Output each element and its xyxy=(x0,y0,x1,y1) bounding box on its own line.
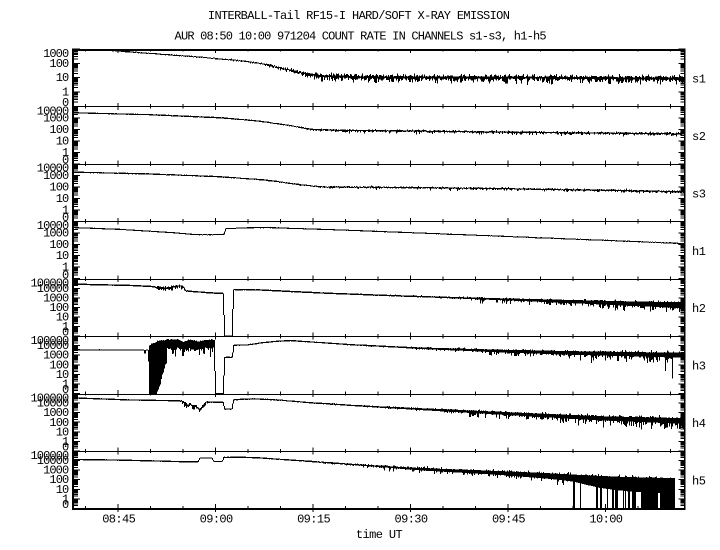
svg-text:10: 10 xyxy=(56,310,69,324)
svg-text:10000: 10000 xyxy=(37,339,69,353)
svg-text:10000: 10000 xyxy=(37,104,69,118)
svg-text:0: 0 xyxy=(62,96,69,110)
svg-text:h1: h1 xyxy=(692,245,706,259)
svg-text:09:45: 09:45 xyxy=(492,512,525,526)
svg-text:10000: 10000 xyxy=(37,282,69,296)
svg-text:100000: 100000 xyxy=(30,334,69,348)
svg-text:time UT: time UT xyxy=(356,528,403,542)
svg-text:100000: 100000 xyxy=(30,391,69,405)
svg-text:s1: s1 xyxy=(692,73,706,87)
svg-text:100: 100 xyxy=(49,416,69,430)
svg-text:10000: 10000 xyxy=(37,162,69,176)
svg-text:0: 0 xyxy=(62,383,69,397)
svg-text:1: 1 xyxy=(62,435,69,449)
svg-text:0: 0 xyxy=(62,441,69,455)
svg-text:100000: 100000 xyxy=(30,277,69,291)
svg-text:0: 0 xyxy=(62,211,69,225)
svg-text:100: 100 xyxy=(49,358,69,372)
svg-text:1: 1 xyxy=(62,261,69,275)
svg-text:09:15: 09:15 xyxy=(297,512,330,526)
svg-text:10000: 10000 xyxy=(37,219,69,233)
svg-text:1000: 1000 xyxy=(43,349,69,363)
svg-text:1000: 1000 xyxy=(43,464,69,478)
svg-text:100: 100 xyxy=(49,238,69,252)
svg-text:s3: s3 xyxy=(692,187,706,201)
svg-text:INTERBALL-Tail RF15-I HARD/SOF: INTERBALL-Tail RF15-I HARD/SOFT X-RAY EM… xyxy=(208,9,510,23)
svg-text:09:00: 09:00 xyxy=(200,512,233,526)
svg-text:10: 10 xyxy=(56,192,69,206)
svg-text:09:30: 09:30 xyxy=(395,512,428,526)
svg-text:10: 10 xyxy=(56,249,69,263)
svg-text:0: 0 xyxy=(62,326,69,340)
svg-text:AUR 08:50 10:00 971204 COUNT: AUR 08:50 10:00 971204 COUNT RATE IN CHA… xyxy=(175,29,547,43)
svg-text:1: 1 xyxy=(62,377,69,391)
svg-text:100000: 100000 xyxy=(30,449,69,463)
svg-text:10: 10 xyxy=(56,425,69,439)
svg-text:1: 1 xyxy=(62,146,69,160)
svg-text:0: 0 xyxy=(62,498,69,512)
svg-text:10: 10 xyxy=(56,483,69,497)
svg-text:0: 0 xyxy=(62,153,69,167)
svg-text:10000: 10000 xyxy=(37,454,69,468)
svg-text:08:45: 08:45 xyxy=(102,512,135,526)
svg-text:100: 100 xyxy=(49,473,69,487)
svg-text:1000: 1000 xyxy=(43,169,69,183)
svg-text:100: 100 xyxy=(49,301,69,315)
svg-text:1000: 1000 xyxy=(43,226,69,240)
svg-text:10: 10 xyxy=(56,71,69,85)
svg-text:10000: 10000 xyxy=(37,397,69,411)
svg-text:1000: 1000 xyxy=(43,291,69,305)
svg-text:10:00: 10:00 xyxy=(589,512,622,526)
svg-text:s2: s2 xyxy=(692,130,706,144)
svg-text:1000: 1000 xyxy=(43,406,69,420)
svg-text:1: 1 xyxy=(62,492,69,506)
svg-text:100: 100 xyxy=(49,123,69,137)
svg-text:10: 10 xyxy=(56,134,69,148)
svg-text:1000: 1000 xyxy=(43,47,69,61)
svg-text:h2: h2 xyxy=(692,302,706,316)
svg-text:10: 10 xyxy=(56,368,69,382)
svg-text:100: 100 xyxy=(49,180,69,194)
svg-text:1000: 1000 xyxy=(43,111,69,125)
svg-text:h3: h3 xyxy=(692,360,706,374)
svg-text:h5: h5 xyxy=(692,475,706,489)
svg-text:1: 1 xyxy=(62,86,69,100)
svg-text:1: 1 xyxy=(62,320,69,334)
svg-text:h4: h4 xyxy=(692,417,706,431)
svg-text:1: 1 xyxy=(62,203,69,217)
svg-text:100: 100 xyxy=(49,57,69,71)
svg-text:0: 0 xyxy=(62,268,69,282)
